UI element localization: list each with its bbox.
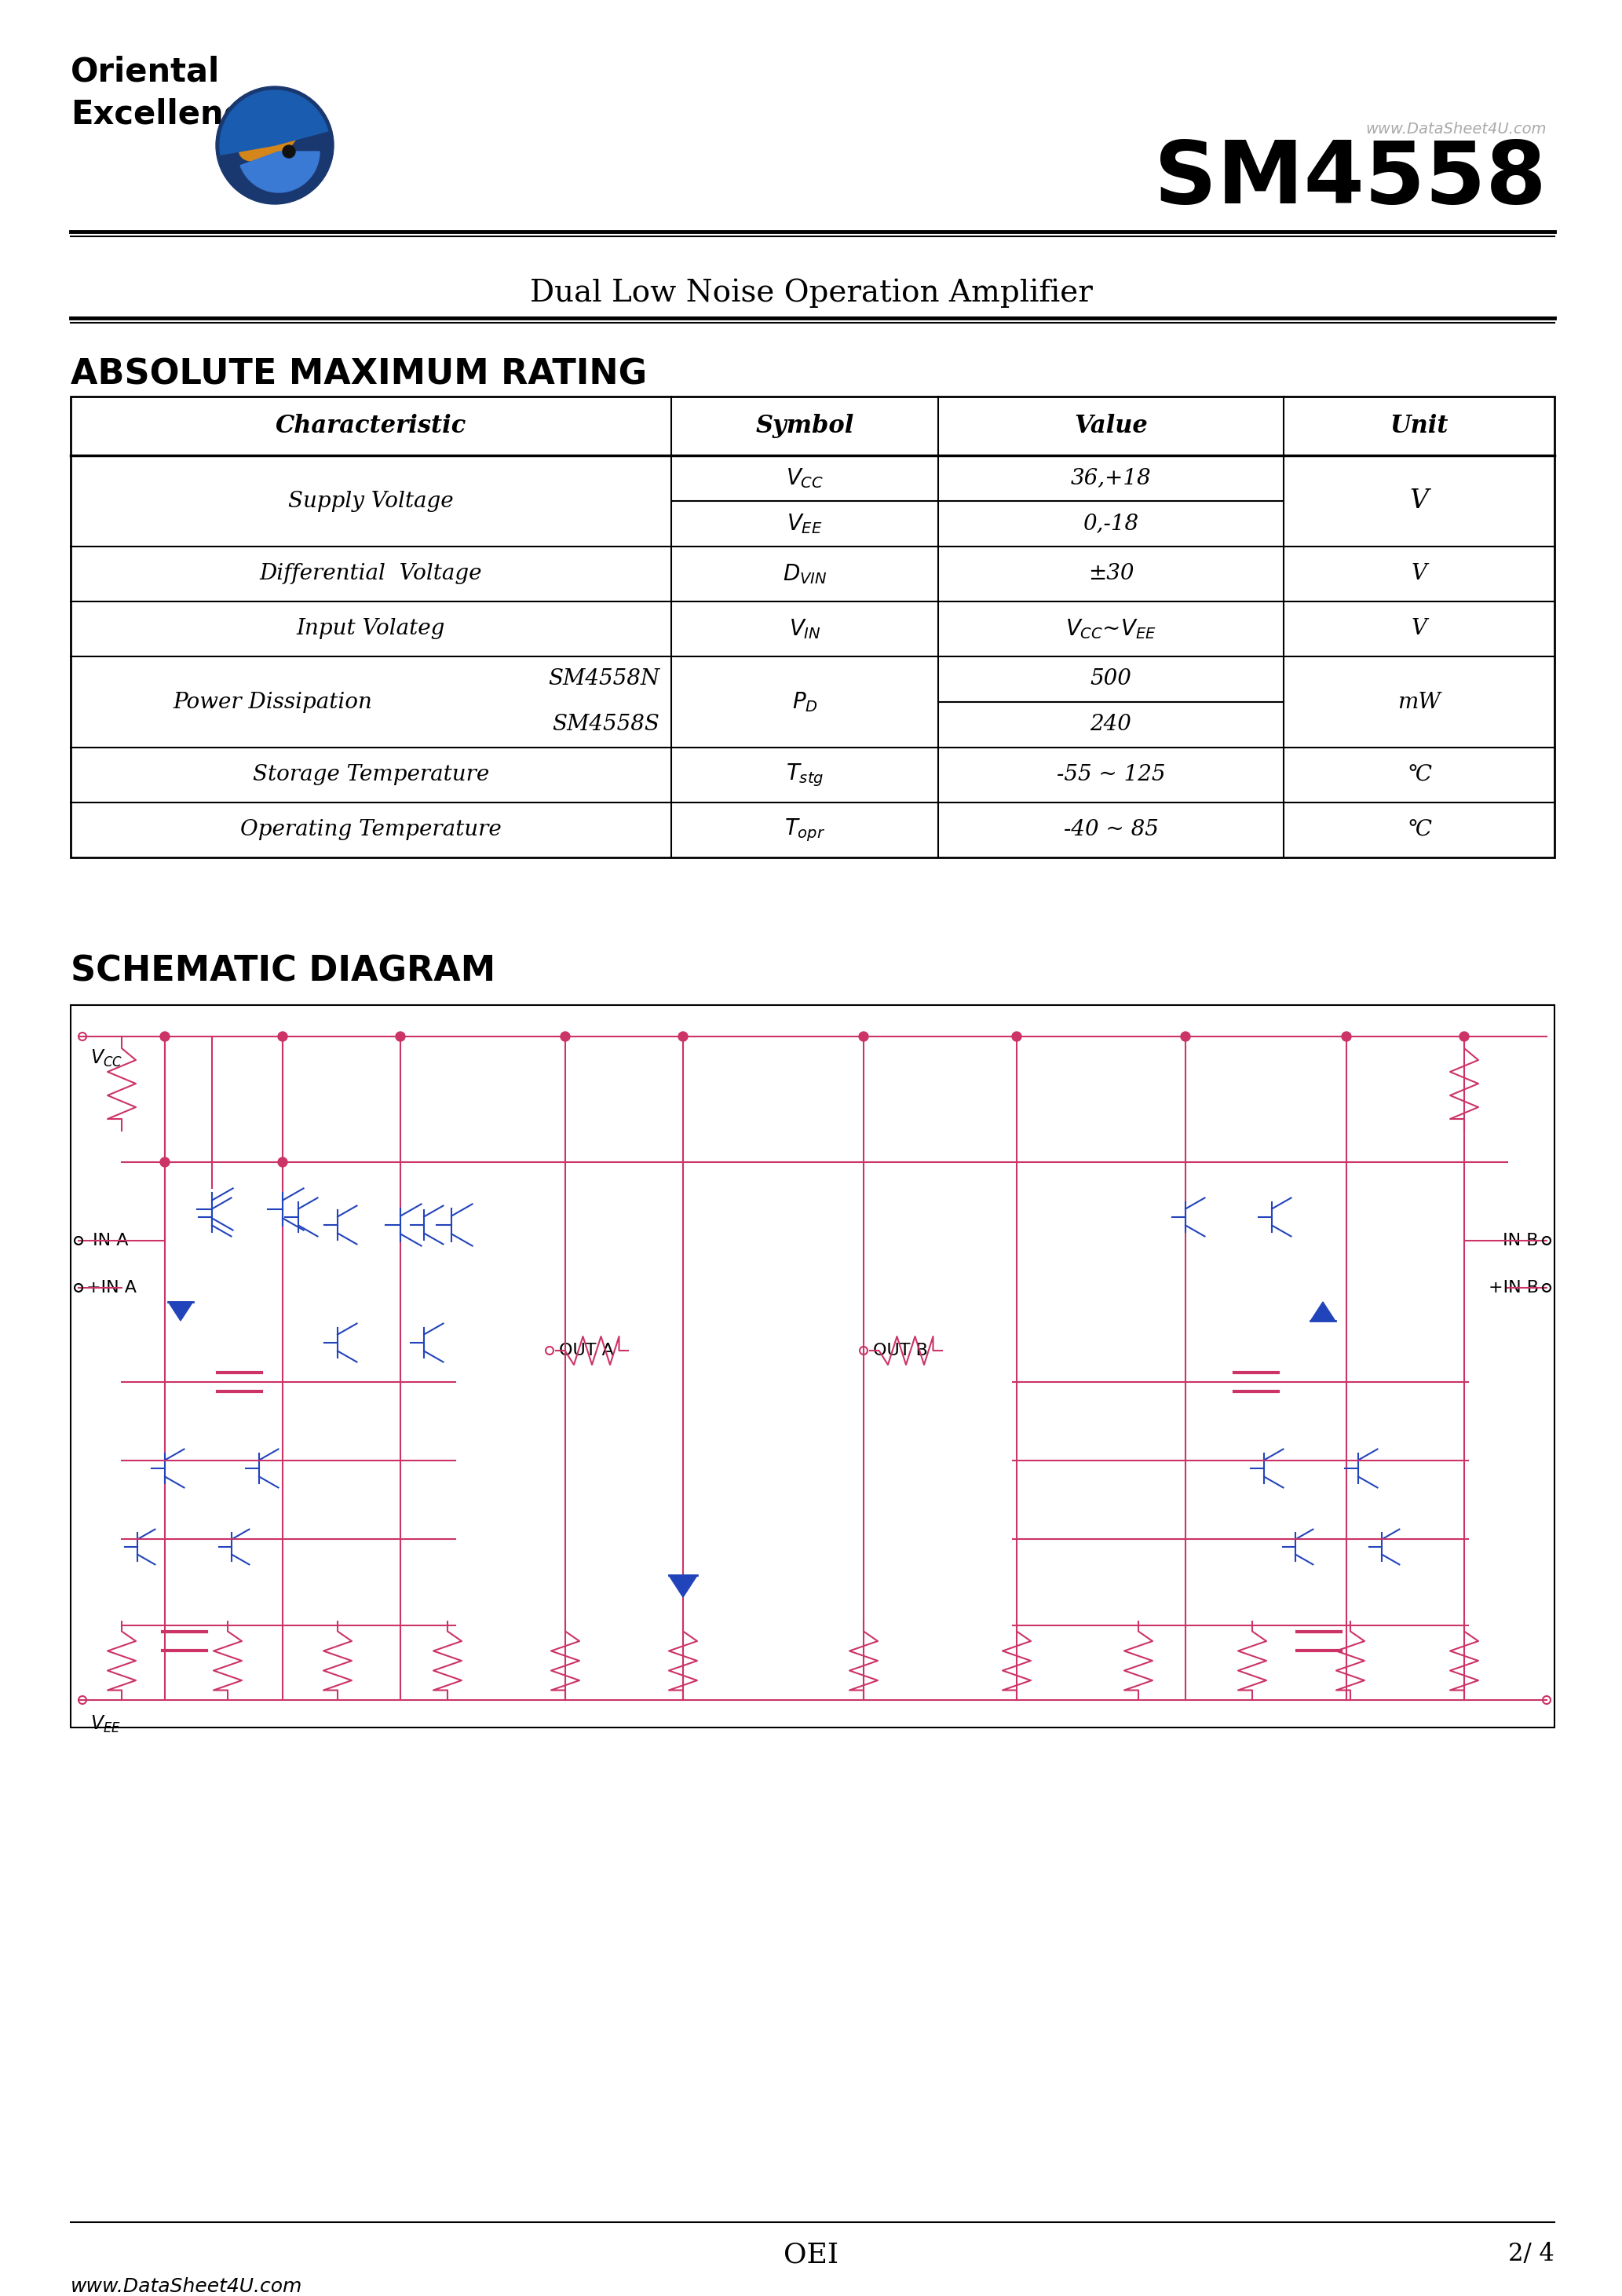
- Text: Differential  Voltage: Differential Voltage: [260, 563, 482, 585]
- Circle shape: [1012, 1031, 1022, 1040]
- Text: www.DataSheet4U.com: www.DataSheet4U.com: [71, 2278, 303, 2296]
- Circle shape: [277, 1157, 287, 1166]
- Text: -IN A: -IN A: [86, 1233, 128, 1249]
- Text: +IN A: +IN A: [86, 1279, 136, 1295]
- Text: ±30: ±30: [1088, 563, 1134, 585]
- Polygon shape: [668, 1575, 697, 1598]
- Text: $V_{EE}$: $V_{EE}$: [91, 1715, 122, 1736]
- Text: OEI: OEI: [783, 2241, 839, 2268]
- Text: Oriental: Oriental: [71, 55, 221, 87]
- Text: OUT A: OUT A: [560, 1343, 613, 1359]
- Text: ℃: ℃: [1406, 820, 1431, 840]
- Circle shape: [161, 1157, 170, 1166]
- Bar: [71, 397, 1554, 856]
- Text: Storage Temperature: Storage Temperature: [253, 765, 490, 785]
- Text: 0,-18: 0,-18: [1083, 512, 1139, 535]
- Text: $V_{IN}$: $V_{IN}$: [788, 618, 821, 641]
- Text: Symbol: Symbol: [756, 413, 853, 439]
- Text: $T_{stg}$: $T_{stg}$: [785, 762, 824, 788]
- Ellipse shape: [238, 122, 298, 161]
- Text: Unit: Unit: [1390, 413, 1448, 439]
- Wedge shape: [240, 152, 320, 193]
- Circle shape: [1341, 1031, 1351, 1040]
- Text: $V_{CC}$: $V_{CC}$: [91, 1049, 123, 1070]
- Circle shape: [1460, 1031, 1470, 1040]
- Text: $T_{opr}$: $T_{opr}$: [783, 817, 826, 843]
- Text: Dual Low Noise Operation Amplifier: Dual Low Noise Operation Amplifier: [530, 278, 1092, 308]
- Circle shape: [277, 1031, 287, 1040]
- Text: ABSOLUTE MAXIMUM RATING: ABSOLUTE MAXIMUM RATING: [71, 358, 647, 390]
- Polygon shape: [169, 1302, 193, 1320]
- Text: V: V: [1411, 563, 1427, 585]
- Text: $V_{CC}$: $V_{CC}$: [785, 466, 824, 489]
- Circle shape: [216, 87, 334, 204]
- Circle shape: [561, 1031, 569, 1040]
- Text: 2/ 4: 2/ 4: [1508, 2241, 1554, 2266]
- Circle shape: [678, 1031, 688, 1040]
- Text: ℃: ℃: [1406, 765, 1431, 785]
- Text: $D_{VIN}$: $D_{VIN}$: [782, 563, 827, 585]
- Text: $V_{CC}$~$V_{EE}$: $V_{CC}$~$V_{EE}$: [1066, 618, 1156, 641]
- Bar: [71, 1006, 1554, 1727]
- Text: SM4558N: SM4558N: [548, 668, 660, 689]
- Text: $P_D$: $P_D$: [792, 691, 817, 714]
- Text: SM4558: SM4558: [1155, 138, 1547, 220]
- Text: Input Volateg: Input Volateg: [297, 618, 446, 641]
- Text: SM4558S: SM4558S: [551, 714, 660, 735]
- Circle shape: [282, 145, 295, 158]
- Text: 36,+18: 36,+18: [1071, 468, 1152, 489]
- Circle shape: [396, 1031, 406, 1040]
- Text: +IN B: +IN B: [1489, 1279, 1539, 1295]
- Text: mW: mW: [1398, 691, 1440, 712]
- Text: OUT B: OUT B: [873, 1343, 928, 1359]
- Text: V: V: [1411, 618, 1427, 641]
- Text: -55 ~ 125: -55 ~ 125: [1056, 765, 1165, 785]
- Text: -40 ~ 85: -40 ~ 85: [1064, 820, 1158, 840]
- Wedge shape: [221, 90, 328, 154]
- Circle shape: [860, 1031, 868, 1040]
- Text: www.DataSheet4U.com: www.DataSheet4U.com: [1366, 122, 1547, 138]
- Text: Power Dissipation: Power Dissipation: [172, 691, 371, 712]
- Text: $V_{EE}$: $V_{EE}$: [787, 512, 822, 535]
- Text: Characteristic: Characteristic: [276, 413, 467, 439]
- Text: 240: 240: [1090, 714, 1132, 735]
- Text: 500: 500: [1090, 668, 1132, 689]
- Text: SCHEMATIC DIAGRAM: SCHEMATIC DIAGRAM: [71, 955, 495, 987]
- Text: Value: Value: [1074, 413, 1148, 439]
- Text: Operating Temperature: Operating Temperature: [240, 820, 501, 840]
- Circle shape: [1181, 1031, 1191, 1040]
- Text: V: V: [1410, 489, 1429, 514]
- Text: Supply Voltage: Supply Voltage: [289, 491, 454, 512]
- Text: Excellence: Excellence: [71, 99, 264, 131]
- Text: -IN B: -IN B: [1497, 1233, 1539, 1249]
- Circle shape: [161, 1031, 170, 1040]
- Polygon shape: [1311, 1302, 1335, 1320]
